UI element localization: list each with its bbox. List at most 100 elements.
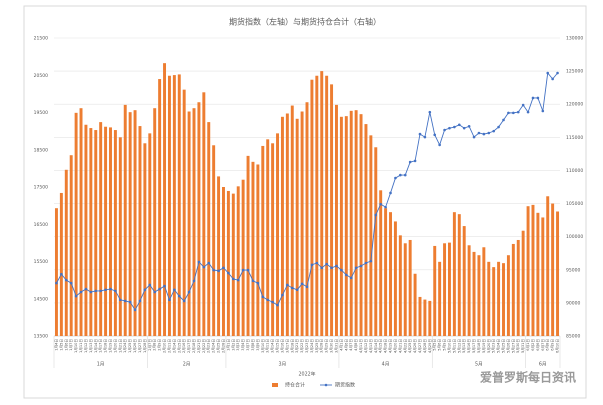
x-group-label: 1月 [97, 362, 105, 368]
legend-label: 持仓合计 [285, 382, 305, 389]
bar [133, 110, 137, 336]
bar [261, 145, 265, 336]
line-marker [310, 263, 314, 267]
line-marker [202, 265, 206, 269]
bar [472, 251, 476, 336]
bar [99, 122, 103, 336]
x-tick-label: 1月5日 [58, 339, 63, 351]
x-tick-label: 4月1日 [338, 339, 343, 351]
bar [354, 110, 358, 336]
x-tick-label: 4月29日 [427, 339, 432, 353]
x-tick-label: 3月9日 [255, 339, 260, 351]
bar [246, 155, 250, 336]
x-tick-label: 5月12日 [456, 339, 461, 353]
bar [452, 212, 456, 336]
line-marker [340, 268, 343, 272]
y-tick-label: 20500 [34, 73, 48, 79]
line-marker [482, 132, 486, 136]
x-tick-label: 4月18日 [383, 339, 388, 353]
y2-tick-label: 120000 [566, 102, 583, 108]
x-tick-label: 4月6日 [343, 339, 348, 351]
line-marker [212, 268, 215, 272]
bar [462, 226, 466, 336]
line-marker [497, 125, 500, 129]
x-tick-label: 3月23日 [304, 339, 309, 353]
line-marker [177, 294, 181, 298]
y-tick-label: 17500 [34, 185, 48, 191]
bar [457, 214, 461, 336]
line-marker [153, 290, 157, 294]
x-tick-label: 1月6日 [63, 339, 68, 351]
y2-tick-label: 110000 [566, 168, 583, 174]
x-tick-label: 5月19日 [481, 339, 486, 353]
x-tick-label: 1月12日 [83, 339, 88, 353]
x-tick-label: 1月4日 [53, 339, 58, 351]
y2-tick-label: 100000 [566, 234, 583, 240]
line-marker [345, 273, 348, 277]
line-marker [531, 96, 535, 100]
bar [94, 130, 98, 336]
bar [423, 299, 427, 336]
line-marker [241, 268, 245, 272]
line-marker [266, 298, 269, 302]
bar [320, 71, 324, 336]
bar [506, 255, 510, 336]
bar [128, 112, 132, 337]
bar [536, 212, 540, 336]
line-marker [354, 266, 358, 270]
line-marker [526, 110, 530, 114]
x-tick-label: 1月10日 [73, 339, 78, 353]
line-marker [433, 133, 437, 137]
bar [369, 135, 373, 336]
x-tick-label: 3月21日 [294, 339, 299, 353]
line-marker [507, 111, 510, 115]
bar [118, 137, 122, 336]
x-tick-label: 1月7日 [68, 339, 73, 351]
bar [231, 193, 235, 336]
bar [172, 75, 176, 336]
bar [280, 116, 284, 336]
x-tick-label: 6月7日 [540, 339, 545, 351]
x-group-label: 2月 [183, 362, 191, 368]
line-marker [89, 290, 93, 294]
x-tick-label: 1月25日 [127, 339, 132, 353]
x-tick-label: 5月5日 [432, 339, 437, 351]
x-tick-label: 5月27日 [510, 339, 515, 353]
line-marker [418, 132, 422, 136]
x-tick-label: 3月7日 [245, 339, 250, 351]
line-marker [109, 287, 112, 291]
line-marker [251, 279, 255, 283]
bar [374, 147, 378, 336]
bar [487, 261, 491, 336]
x-tick-label: 2月23日 [206, 339, 211, 353]
bar [349, 110, 353, 336]
line-marker [384, 205, 387, 209]
x-tick-label: 2月7日 [147, 339, 152, 351]
line-marker [512, 111, 515, 115]
x-tick-label: 3月4日 [240, 339, 245, 351]
x-tick-label: 2月11日 [166, 339, 171, 353]
x-tick-label: 1月18日 [103, 339, 108, 353]
bar [84, 124, 88, 336]
x-tick-label: 3月1日 [225, 339, 230, 351]
bar [467, 245, 471, 336]
line-marker [428, 110, 432, 114]
x-tick-label: 5月13日 [461, 339, 466, 353]
bar [177, 74, 181, 336]
bar [109, 127, 112, 337]
bar [104, 126, 108, 336]
y-tick-label: 19500 [34, 110, 48, 116]
line-marker [69, 281, 73, 285]
line-marker [79, 290, 83, 294]
bar [276, 133, 279, 336]
bar [222, 187, 225, 336]
y-tick-label: 18500 [34, 147, 48, 153]
line-marker [364, 261, 368, 265]
bar [192, 108, 196, 336]
line-marker [536, 96, 540, 100]
x-tick-label: 3月16日 [279, 339, 284, 353]
line-marker [315, 261, 319, 265]
x-tick-label: 5月11日 [451, 339, 456, 353]
legend-label: 期货指数 [335, 382, 355, 389]
